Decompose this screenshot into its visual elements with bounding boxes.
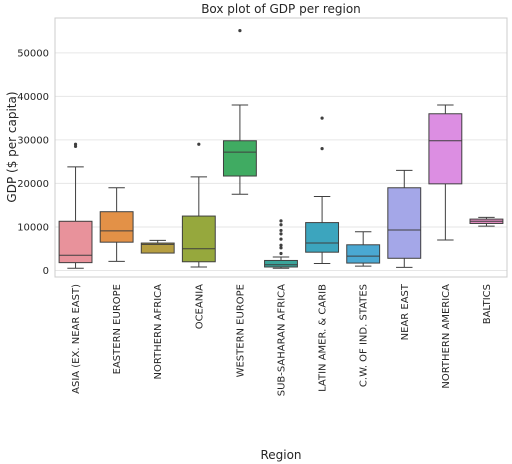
x-tick-label: NORTHERN AFRICA [153,284,164,380]
outlier-point [279,243,283,247]
outlier-point [197,142,201,146]
outlier-point [279,237,283,241]
y-tick-labels: 0 10000 20000 30000 40000 50000 [17,48,49,277]
outlier-point [279,223,283,227]
outlier-point [320,116,324,120]
y-tick-label: 10000 [17,222,49,233]
x-tick-label: NORTHERN AMERICA [441,284,452,389]
box-8 [346,244,381,264]
x-tick-label: SUB-SAHARAN AFRICA [277,284,288,396]
outlier-point [279,228,283,233]
outlier-point [279,251,283,256]
chart-title: Box plot of GDP per region [201,2,361,16]
x-tick-label: LATIN AMER. & CARIB [318,284,329,392]
box-1 [58,220,93,264]
y-tick-label: 0 [43,266,49,277]
y-tick-label: 30000 [17,135,49,146]
x-tick-label: NEAR EAST [400,283,411,340]
boxes-layer [58,29,504,269]
y-tick-label: 50000 [17,48,49,59]
box-6 [264,259,298,268]
box-3 [140,242,175,254]
x-tick-label: OCEANIA [194,284,205,329]
x-tick-label: BALTICS [482,284,493,324]
plot-frame [54,17,508,278]
y-tick-label: 40000 [17,92,49,103]
box-5 [222,140,257,177]
outlier-point [73,142,78,146]
box-10 [428,113,463,185]
x-tick-label: C.W. OF IND. STATES [359,284,370,387]
x-axis-label: Region [260,448,301,462]
x-tick-labels: ASIA (EX. NEAR EAST) EASTERN EUROPE NORTHE… [71,283,493,396]
outlier-point [238,29,242,33]
y-axis-label: GDP ($ per capita) [5,91,19,202]
outlier-point [279,246,283,250]
box-9 [387,187,422,259]
box-2 [99,211,134,243]
box-4 [181,215,216,263]
y-tick-label: 20000 [17,179,49,190]
box-7 [305,222,340,253]
x-tick-label: WESTERN EUROPE [235,284,246,377]
x-tick-label: EASTERN EUROPE [112,284,123,374]
outlier-point [279,219,283,223]
x-tick-label: ASIA (EX. NEAR EAST) [71,284,82,394]
outlier-point [279,232,283,236]
outlier-point [320,146,324,151]
